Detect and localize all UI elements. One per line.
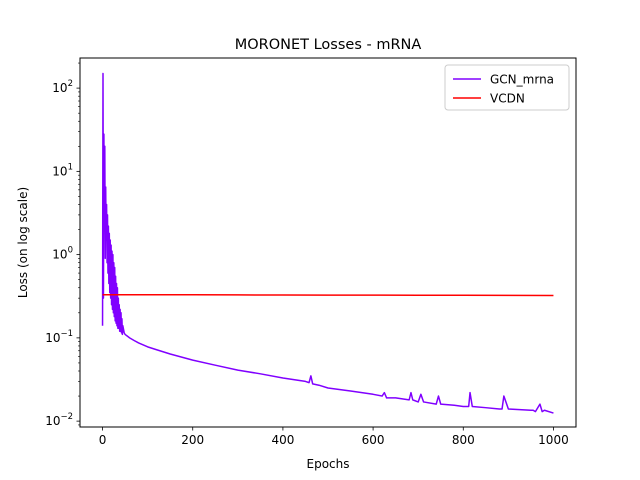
y-tick-label: 10−1 [45,329,73,345]
x-tick-label: 0 [99,433,107,447]
y-tick-label: 101 [52,162,73,178]
axes-frame [79,57,577,428]
x-axis: 0 200 400 600 800 1000 [99,427,569,447]
x-tick-label: 600 [362,433,385,447]
series-line-gcn-mrna [101,72,554,414]
series-layer [101,72,554,414]
y-tick-label: 102 [52,79,73,95]
x-tick-label: 200 [181,433,204,447]
legend: GCN_mrna VCDN [444,64,570,111]
y-tick-label: 10−2 [45,412,73,428]
x-tick-label: 1000 [538,433,569,447]
legend-label-vcdn: VCDN [490,92,525,106]
y-axis: 10−2 10−1 100 101 102 [45,62,80,428]
chart-title: MORONET Losses - mRNA [235,37,422,53]
series-line-vcdn [102,293,554,297]
x-tick-label: 800 [452,433,475,447]
y-axis-label: Loss (on log scale) [16,187,30,298]
y-tick-label: 100 [52,246,73,262]
x-axis-label: Epochs [307,457,350,471]
x-tick-label: 400 [271,433,294,447]
plot-area [79,57,577,428]
legend-label-gcn-mrna: GCN_mrna [490,73,554,87]
